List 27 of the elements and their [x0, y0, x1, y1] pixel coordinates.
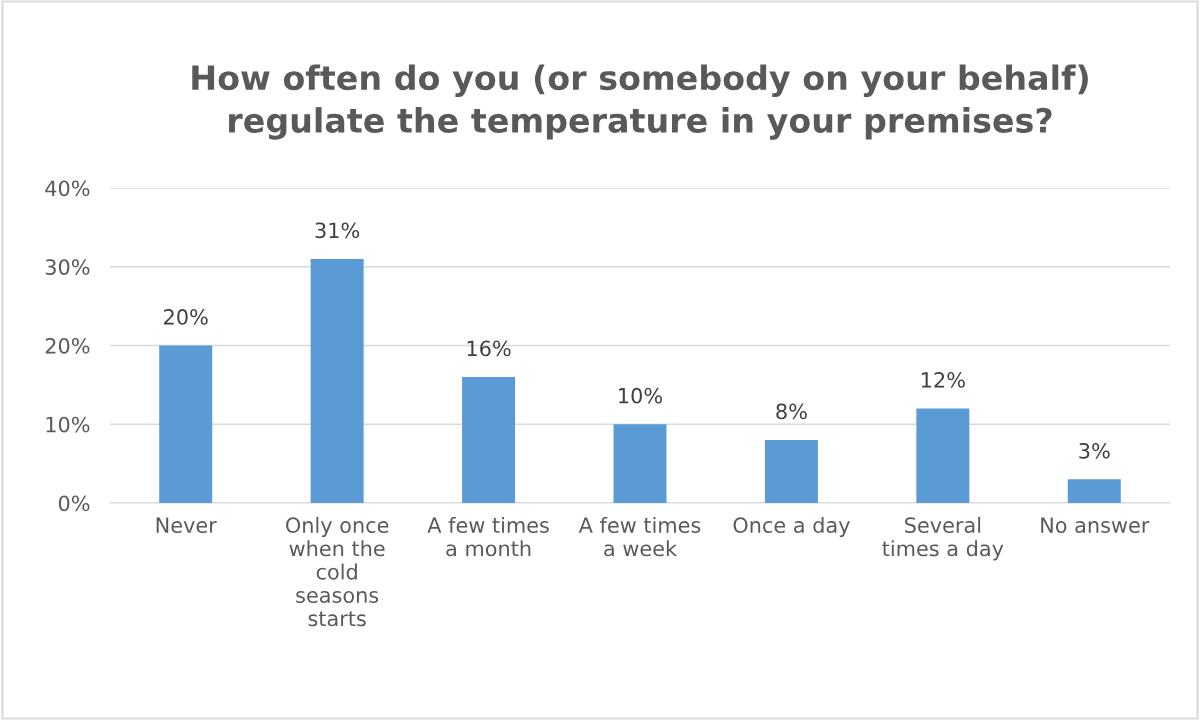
bar — [159, 345, 213, 503]
bar — [310, 258, 364, 503]
data-label: 31% — [315, 222, 360, 239]
data-label: 16% — [467, 340, 511, 357]
x-tick-label: A few times a month — [427, 516, 549, 557]
y-tick-label: 20% — [45, 337, 90, 354]
bar — [613, 424, 667, 503]
data-label: 10% — [619, 387, 662, 404]
y-tick-label: 30% — [45, 259, 90, 275]
x-tick-label: Only once when the cold seasons starts — [286, 516, 389, 627]
bar — [462, 377, 516, 503]
data-label: 20% — [164, 309, 208, 325]
x-tick-label: No answer — [1041, 517, 1150, 534]
chart-title: How often do you (or somebody on your behalf) regulate the temperature in your premises? — [192, 64, 1088, 140]
y-tick-label: 40% — [45, 180, 90, 197]
x-tick-label: A few times a week — [578, 516, 701, 557]
bar — [916, 408, 970, 503]
data-label: 8% — [776, 403, 807, 420]
x-tick-label: Several times a day — [882, 516, 1004, 561]
x-tick-label: Once a day — [733, 516, 850, 538]
y-tick-label: 0% — [58, 495, 90, 512]
data-label: 12% — [921, 372, 965, 388]
x-tick-label: Never — [156, 517, 217, 534]
data-label: 3% — [1079, 442, 1110, 459]
bar — [1067, 479, 1121, 503]
y-tick-label: 10% — [46, 416, 90, 433]
bar — [764, 440, 818, 503]
